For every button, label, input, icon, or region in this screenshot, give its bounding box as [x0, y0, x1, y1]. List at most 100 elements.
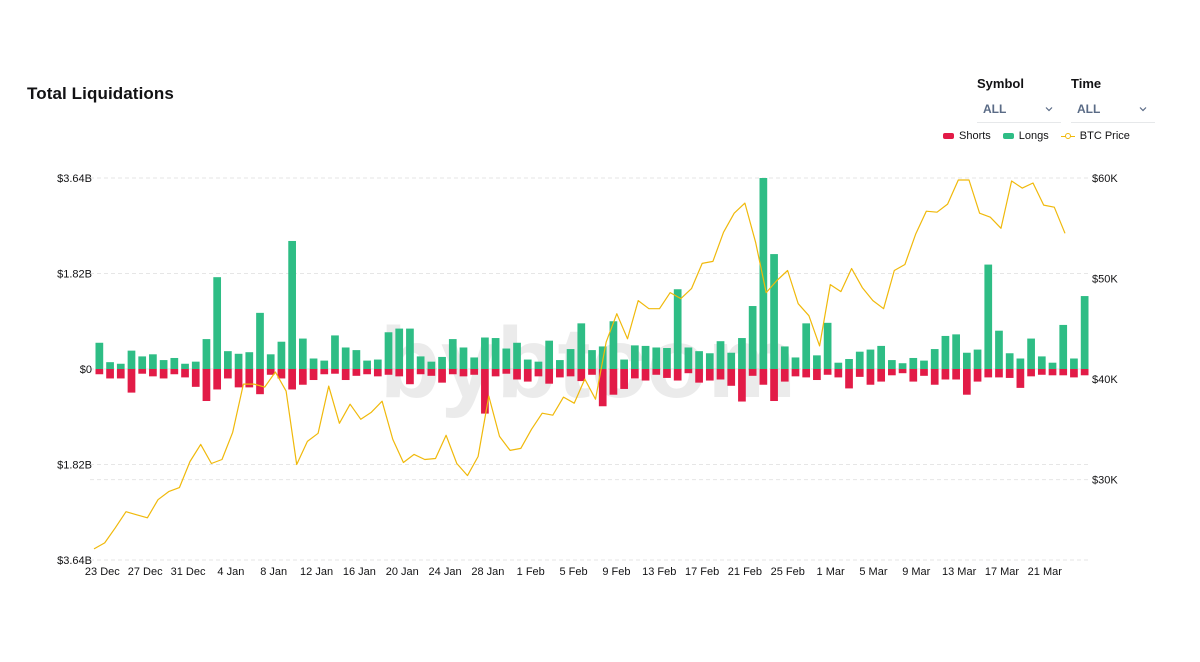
- longs-bar: [909, 357, 918, 369]
- shorts-bar: [159, 369, 168, 379]
- longs-bar: [534, 361, 543, 369]
- time-filter: Time ALL: [1071, 76, 1155, 123]
- shorts-bar: [491, 369, 500, 377]
- longs-bar: [877, 345, 886, 369]
- legend-item-longs[interactable]: Longs: [1002, 130, 1049, 142]
- shorts-bar: [523, 369, 532, 382]
- longs-bar: [1080, 296, 1089, 369]
- x-tick-label: 31 Dec: [171, 566, 206, 578]
- shorts-bar: [138, 369, 147, 374]
- y2-tick-label: $40K: [1092, 374, 1118, 386]
- longs-bar: [427, 361, 436, 369]
- x-tick-label: 9 Feb: [602, 566, 630, 578]
- shorts-bar: [984, 369, 993, 378]
- longs-bar: [138, 356, 147, 369]
- x-tick-label: 13 Mar: [942, 566, 977, 578]
- legend-item-shorts[interactable]: Shorts: [943, 130, 991, 142]
- longs-bar: [641, 345, 650, 369]
- left-axis: $3.64B $1.82B $0 $1.82B $3.64B: [57, 173, 92, 567]
- y-tick-label: $3.64B: [57, 173, 92, 185]
- longs-bar: [373, 359, 382, 369]
- x-tick-label: 13 Feb: [642, 566, 676, 578]
- longs-bar: [556, 360, 564, 369]
- longs-bar: [705, 353, 714, 369]
- longs-bar: [834, 362, 843, 369]
- shorts-bar: [962, 369, 971, 395]
- longs-bar: [256, 312, 264, 369]
- x-tick-label: 17 Mar: [985, 566, 1020, 578]
- shorts-bar: [373, 369, 382, 377]
- time-select[interactable]: ALL: [1071, 96, 1155, 123]
- x-tick-label: 5 Feb: [560, 566, 588, 578]
- legend-label-longs: Longs: [1018, 130, 1049, 142]
- longs-bar: [941, 335, 950, 369]
- longs-bar: [695, 351, 703, 369]
- longs-bar: [866, 349, 875, 369]
- right-axis: $60K $50K $40K $30K: [1092, 173, 1118, 487]
- longs-bar: [545, 340, 554, 369]
- bar-series: [95, 178, 1089, 414]
- legend-item-btc-price[interactable]: BTC Price: [1060, 130, 1130, 142]
- shorts-bar: [791, 369, 800, 377]
- x-tick-label: 8 Jan: [260, 566, 287, 578]
- shorts-bar: [920, 369, 928, 376]
- shorts-bar: [384, 369, 393, 375]
- x-tick-label: 1 Mar: [817, 566, 845, 578]
- longs-bar: [791, 357, 800, 369]
- chevron-down-icon: [1139, 107, 1147, 112]
- longs-bar: [224, 351, 232, 369]
- shorts-bar: [116, 369, 125, 379]
- shorts-bar: [234, 369, 243, 388]
- y-tick-label: $1.82B: [57, 460, 92, 472]
- shorts-bar: [416, 369, 425, 375]
- x-tick-label: 28 Jan: [471, 566, 504, 578]
- y2-tick-label: $30K: [1092, 475, 1118, 487]
- shorts-bar: [245, 369, 254, 388]
- shorts-bar: [1037, 369, 1046, 375]
- shorts-bar: [309, 369, 318, 381]
- longs-bar: [684, 347, 693, 369]
- shorts-bar: [952, 369, 960, 380]
- shorts-bar: [320, 369, 329, 375]
- longs-bar: [352, 350, 361, 369]
- longs-bar: [395, 328, 404, 369]
- shorts-bar: [534, 369, 543, 377]
- y-tick-label: $0: [80, 364, 92, 376]
- shorts-bar: [266, 369, 275, 375]
- shorts-bar: [995, 369, 1003, 378]
- shorts-bar: [888, 369, 896, 376]
- y-tick-label: $1.82B: [57, 269, 92, 281]
- longs-bar: [855, 351, 864, 369]
- shorts-bar: [556, 369, 564, 378]
- longs-bar: [448, 339, 457, 369]
- shorts-bar: [738, 369, 746, 402]
- longs-bar: [341, 347, 350, 369]
- longs-bar: [384, 332, 393, 369]
- x-tick-label: 12 Jan: [300, 566, 333, 578]
- longs-bar: [416, 356, 425, 369]
- longs-bar: [920, 360, 928, 369]
- btc-price-swatch: [1060, 132, 1075, 140]
- shorts-bar: [95, 369, 104, 375]
- longs-bar: [663, 348, 671, 369]
- longs-bar: [491, 338, 500, 369]
- shorts-bar: [716, 369, 725, 380]
- price-series: [93, 179, 1066, 550]
- shorts-bar: [877, 369, 886, 382]
- longs-bar: [331, 335, 339, 369]
- shorts-bar: [641, 369, 650, 381]
- longs-bar: [620, 359, 628, 369]
- btc-price-line: [93, 179, 1066, 550]
- symbol-select[interactable]: ALL: [977, 96, 1061, 123]
- x-tick-label: 1 Feb: [517, 566, 545, 578]
- shorts-bar: [459, 369, 468, 377]
- x-tick-label: 27 Dec: [128, 566, 163, 578]
- longs-bar: [513, 342, 521, 369]
- shorts-bar: [898, 369, 907, 374]
- shorts-bar: [170, 369, 179, 375]
- x-tick-label: 5 Mar: [859, 566, 887, 578]
- shorts-bar: [727, 369, 736, 386]
- y2-tick-label: $60K: [1092, 173, 1118, 185]
- time-select-value: ALL: [1077, 102, 1101, 116]
- longs-bar: [770, 254, 778, 369]
